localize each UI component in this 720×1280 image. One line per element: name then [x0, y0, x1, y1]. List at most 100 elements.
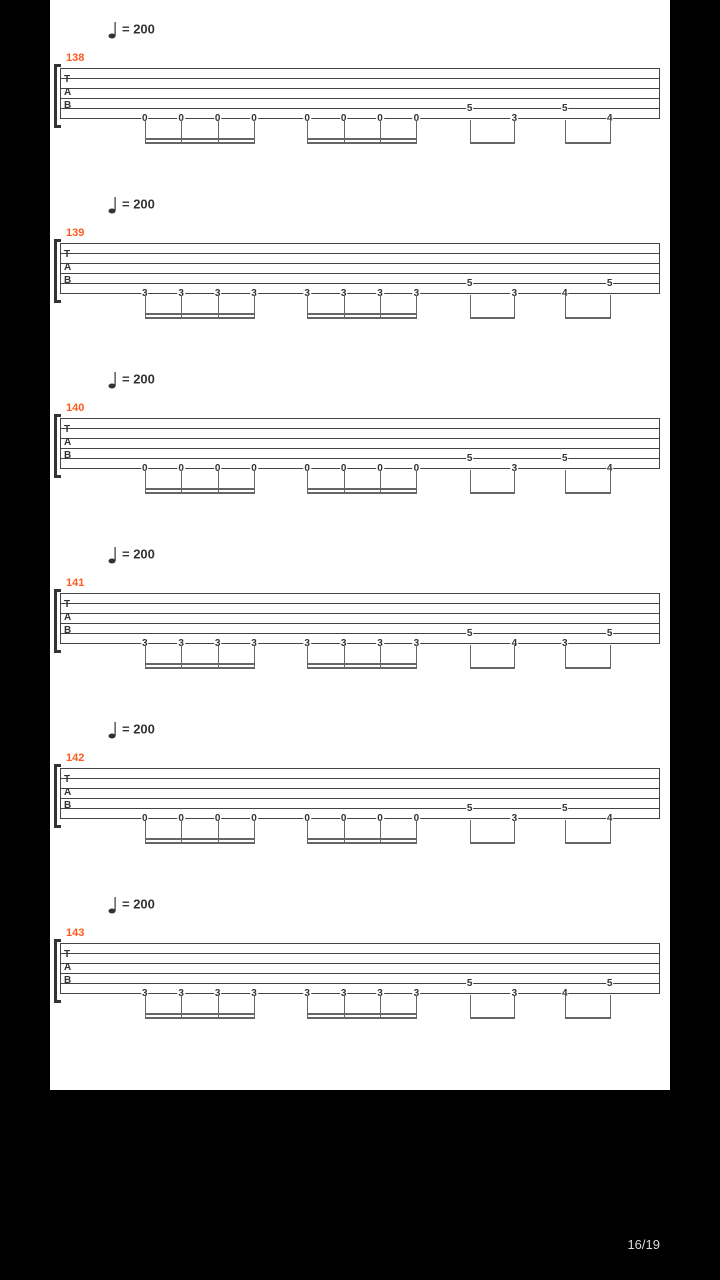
tab-staff: TAB000000005354 — [60, 768, 660, 818]
beam — [470, 317, 516, 319]
notes-layer: 000000005354 — [60, 68, 660, 118]
beam — [307, 492, 417, 494]
note-stem — [565, 470, 566, 492]
bar-number: 142 — [66, 752, 84, 764]
beam — [470, 667, 516, 669]
note-stem — [565, 820, 566, 842]
note-stem — [514, 995, 515, 1017]
quarter-note-icon — [108, 20, 118, 40]
note-stem — [514, 470, 515, 492]
beam — [307, 842, 417, 844]
beam — [145, 492, 255, 494]
notes-layer: 333333335345 — [60, 943, 660, 993]
tempo-marking: = 200 — [108, 545, 155, 565]
beam — [565, 317, 611, 319]
beam — [565, 142, 611, 144]
tab-staff: TAB000000005354 — [60, 418, 660, 468]
page-number: 16/19 — [627, 1237, 660, 1252]
tempo-text: = 200 — [122, 196, 155, 211]
note-stem — [610, 820, 611, 842]
beam — [145, 142, 255, 144]
bar-number: 140 — [66, 402, 84, 414]
quarter-note-icon — [108, 545, 118, 565]
tempo-text: = 200 — [122, 371, 155, 386]
note-stem — [565, 995, 566, 1017]
beam — [145, 317, 255, 319]
note-stem — [610, 120, 611, 142]
tempo-marking: = 200 — [108, 20, 155, 40]
measure-block: = 200 141 TAB333333335435 — [50, 545, 670, 705]
beam — [565, 667, 611, 669]
notes-layer: 333333335345 — [60, 243, 660, 293]
tempo-marking: = 200 — [108, 720, 155, 740]
bar-number: 141 — [66, 577, 84, 589]
tempo-text: = 200 — [122, 21, 155, 36]
tempo-text: = 200 — [122, 896, 155, 911]
tab-staff: TAB333333335345 — [60, 243, 660, 293]
note-stem — [470, 645, 471, 667]
fret-number: 5 — [466, 629, 474, 639]
stems-layer — [60, 993, 660, 1033]
tab-staff: TAB333333335435 — [60, 593, 660, 643]
fret-number: 5 — [466, 804, 474, 814]
note-stem — [565, 645, 566, 667]
stems-layer — [60, 468, 660, 508]
tempo-marking: = 200 — [108, 895, 155, 915]
beam — [470, 142, 516, 144]
note-stem — [514, 295, 515, 317]
stems-layer — [60, 818, 660, 858]
tab-sheet: = 200 138 TAB000000005354 = 200 139 TAB333333… — [50, 0, 670, 1090]
note-stem — [565, 295, 566, 317]
tempo-marking: = 200 — [108, 195, 155, 215]
measure-block: = 200 140 TAB000000005354 — [50, 370, 670, 530]
notes-layer: 000000005354 — [60, 418, 660, 468]
bar-number: 138 — [66, 52, 84, 64]
note-stem — [610, 470, 611, 492]
note-stem — [565, 120, 566, 142]
tab-staff: TAB000000005354 — [60, 68, 660, 118]
stems-layer — [60, 643, 660, 683]
measure-block: = 200 138 TAB000000005354 — [50, 20, 670, 180]
beam — [145, 842, 255, 844]
fret-number: 5 — [466, 454, 474, 464]
beam — [565, 1017, 611, 1019]
beam — [565, 842, 611, 844]
beam — [307, 667, 417, 669]
stems-layer — [60, 293, 660, 333]
beam — [145, 667, 255, 669]
fret-number: 5 — [561, 804, 569, 814]
beam — [470, 1017, 516, 1019]
note-stem — [514, 820, 515, 842]
note-stem — [514, 120, 515, 142]
fret-number: 5 — [606, 279, 614, 289]
measure-block: = 200 143 TAB333333335345 — [50, 895, 670, 1055]
note-stem — [470, 820, 471, 842]
bar-number: 139 — [66, 227, 84, 239]
beam — [565, 492, 611, 494]
beam — [145, 1017, 255, 1019]
beam — [470, 492, 516, 494]
fret-number: 5 — [466, 279, 474, 289]
measure-block: = 200 142 TAB000000005354 — [50, 720, 670, 880]
note-stem — [470, 120, 471, 142]
beam — [307, 142, 417, 144]
fret-number: 5 — [466, 979, 474, 989]
tempo-text: = 200 — [122, 546, 155, 561]
note-stem — [470, 295, 471, 317]
bar-number: 143 — [66, 927, 84, 939]
fret-number: 5 — [606, 629, 614, 639]
fret-number: 5 — [561, 454, 569, 464]
stems-layer — [60, 118, 660, 158]
note-stem — [610, 995, 611, 1017]
note-stem — [610, 645, 611, 667]
beam — [470, 842, 516, 844]
fret-number: 5 — [606, 979, 614, 989]
tab-staff: TAB333333335345 — [60, 943, 660, 993]
measure-block: = 200 139 TAB333333335345 — [50, 195, 670, 355]
quarter-note-icon — [108, 370, 118, 390]
note-stem — [470, 470, 471, 492]
beam — [307, 1017, 417, 1019]
fret-number: 5 — [561, 104, 569, 114]
quarter-note-icon — [108, 895, 118, 915]
notes-layer: 333333335435 — [60, 593, 660, 643]
